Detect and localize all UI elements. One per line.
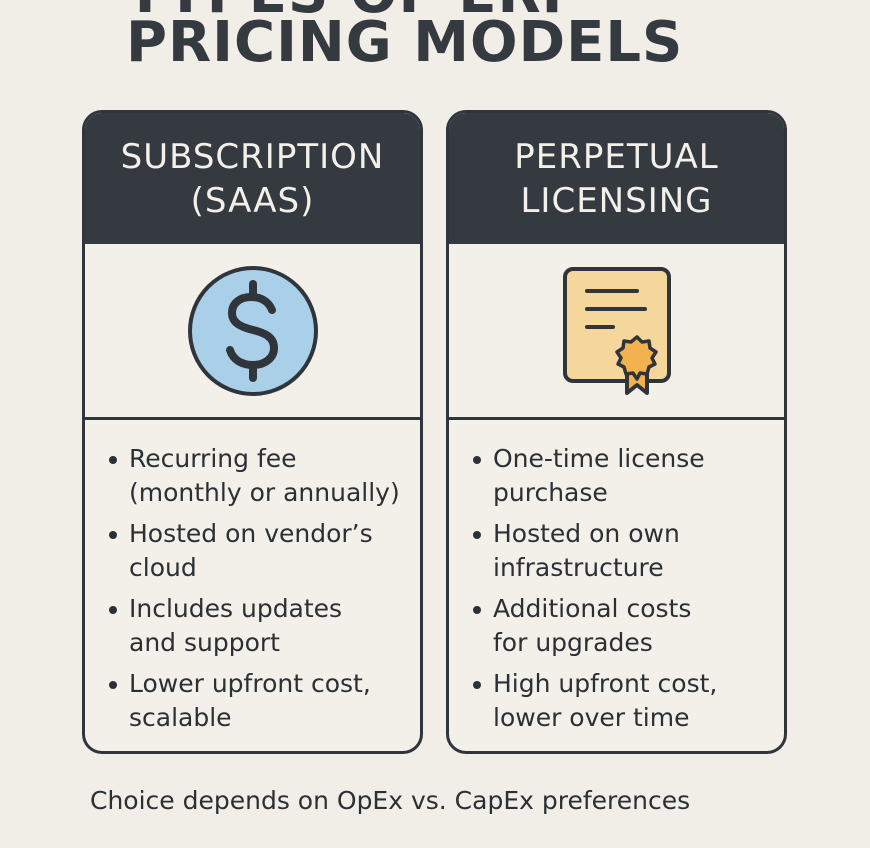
bullet-line: Hosted on vendor’s — [129, 519, 373, 548]
bullet-line: Lower upfront cost, — [129, 669, 371, 698]
dollar-coin-icon — [187, 265, 318, 396]
page-title: PRICING MODELS — [126, 10, 684, 75]
bullet-line: High upfront cost, — [493, 669, 718, 698]
perpetual-header-line-2: LICENSING — [520, 180, 713, 221]
bullet-line: infrastructure — [493, 553, 664, 582]
subscription-card: SUBSCRIPTION (SAAS) Recurring fee (month… — [82, 110, 423, 754]
bullet-line: Hosted on own — [493, 519, 680, 548]
bullet-line: purchase — [493, 478, 608, 507]
bullet-line: lower over time — [493, 703, 690, 732]
perpetual-header-line-1: PERPETUAL — [514, 136, 719, 177]
subscription-bullet-list: Recurring fee (monthly or annually) Host… — [85, 420, 420, 735]
list-item: High upfront cost, lower over time — [471, 667, 784, 735]
bullet-line: One-time license — [493, 444, 705, 473]
list-item: Additional costs for upgrades — [471, 592, 784, 660]
list-item: Recurring fee (monthly or annually) — [107, 442, 420, 510]
list-item: Hosted on own infrastructure — [471, 517, 784, 585]
bullet-line: Recurring fee — [129, 444, 297, 473]
list-item: Hosted on vendor’s cloud — [107, 517, 420, 585]
bullet-line: and support — [129, 628, 280, 657]
bullet-line: Additional costs — [493, 594, 692, 623]
title-partial: TYPES OF ERP — [126, 0, 584, 22]
perpetual-card: PERPETUAL LICENSING One-time license pur… — [446, 110, 787, 754]
perpetual-icon-area — [449, 244, 784, 420]
certificate-icon — [562, 266, 671, 395]
perpetual-card-header: PERPETUAL LICENSING — [449, 113, 784, 244]
subscription-header-line-2: (SAAS) — [190, 180, 315, 221]
footer-note: Choice depends on OpEx vs. CapEx prefere… — [90, 786, 691, 815]
bullet-line: scalable — [129, 703, 232, 732]
list-item: Includes updates and support — [107, 592, 420, 660]
bullet-line: (monthly or annually) — [129, 478, 400, 507]
bullet-line: for upgrades — [493, 628, 653, 657]
subscription-card-header: SUBSCRIPTION (SAAS) — [85, 113, 420, 244]
subscription-icon-area — [85, 244, 420, 420]
bullet-line: Includes updates — [129, 594, 343, 623]
perpetual-bullet-list: One-time license purchase Hosted on own … — [449, 420, 784, 735]
list-item: One-time license purchase — [471, 442, 784, 510]
subscription-header-line-1: SUBSCRIPTION — [120, 136, 385, 177]
list-item: Lower upfront cost, scalable — [107, 667, 420, 735]
bullet-line: cloud — [129, 553, 197, 582]
